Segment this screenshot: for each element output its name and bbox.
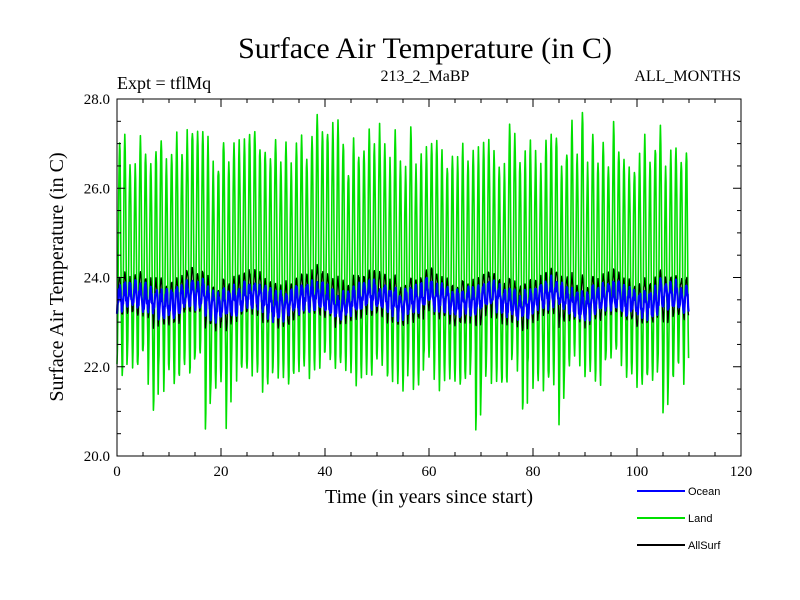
series-line-ocean: [115, 274, 690, 324]
x-axis-label: Time (in years since start): [325, 486, 533, 508]
x-tick-label: 80: [526, 464, 541, 480]
subtitle-right: ALL_MONTHS: [634, 68, 741, 85]
x-tick-label: 60: [422, 464, 437, 480]
x-tick-label: 120: [730, 464, 753, 480]
x-tick-label: 100: [626, 464, 649, 480]
y-tick-label: 20.0: [84, 449, 110, 465]
legend-label-ocean: Ocean: [688, 486, 720, 498]
chart-title: Surface Air Temperature (in C): [238, 32, 612, 65]
legend-label-land: Land: [688, 513, 712, 525]
subtitle-left: Expt = tflMq: [117, 73, 211, 93]
axes: 0 20 40 60 80 100 120 20.0 22.0 24.0 26.0 28.0: [84, 92, 753, 480]
plot-area: [115, 111, 690, 431]
x-tick-label: 40: [318, 464, 333, 480]
legend-label-allsurf: AllSurf: [688, 540, 721, 552]
y-tick-label: 24.0: [84, 271, 110, 287]
y-tick-label: 26.0: [84, 181, 110, 197]
legend: Ocean Land AllSurf: [637, 486, 721, 552]
x-tick-label: 0: [113, 464, 121, 480]
subtitle-center: 213_2_MaBP: [381, 68, 470, 85]
series-line-land: [116, 111, 690, 431]
y-tick-label: 22.0: [84, 360, 110, 376]
y-tick-label: 28.0: [84, 92, 110, 108]
y-axis-label: Surface Air Temperature (in C): [46, 152, 68, 401]
x-tick-label: 20: [214, 464, 229, 480]
